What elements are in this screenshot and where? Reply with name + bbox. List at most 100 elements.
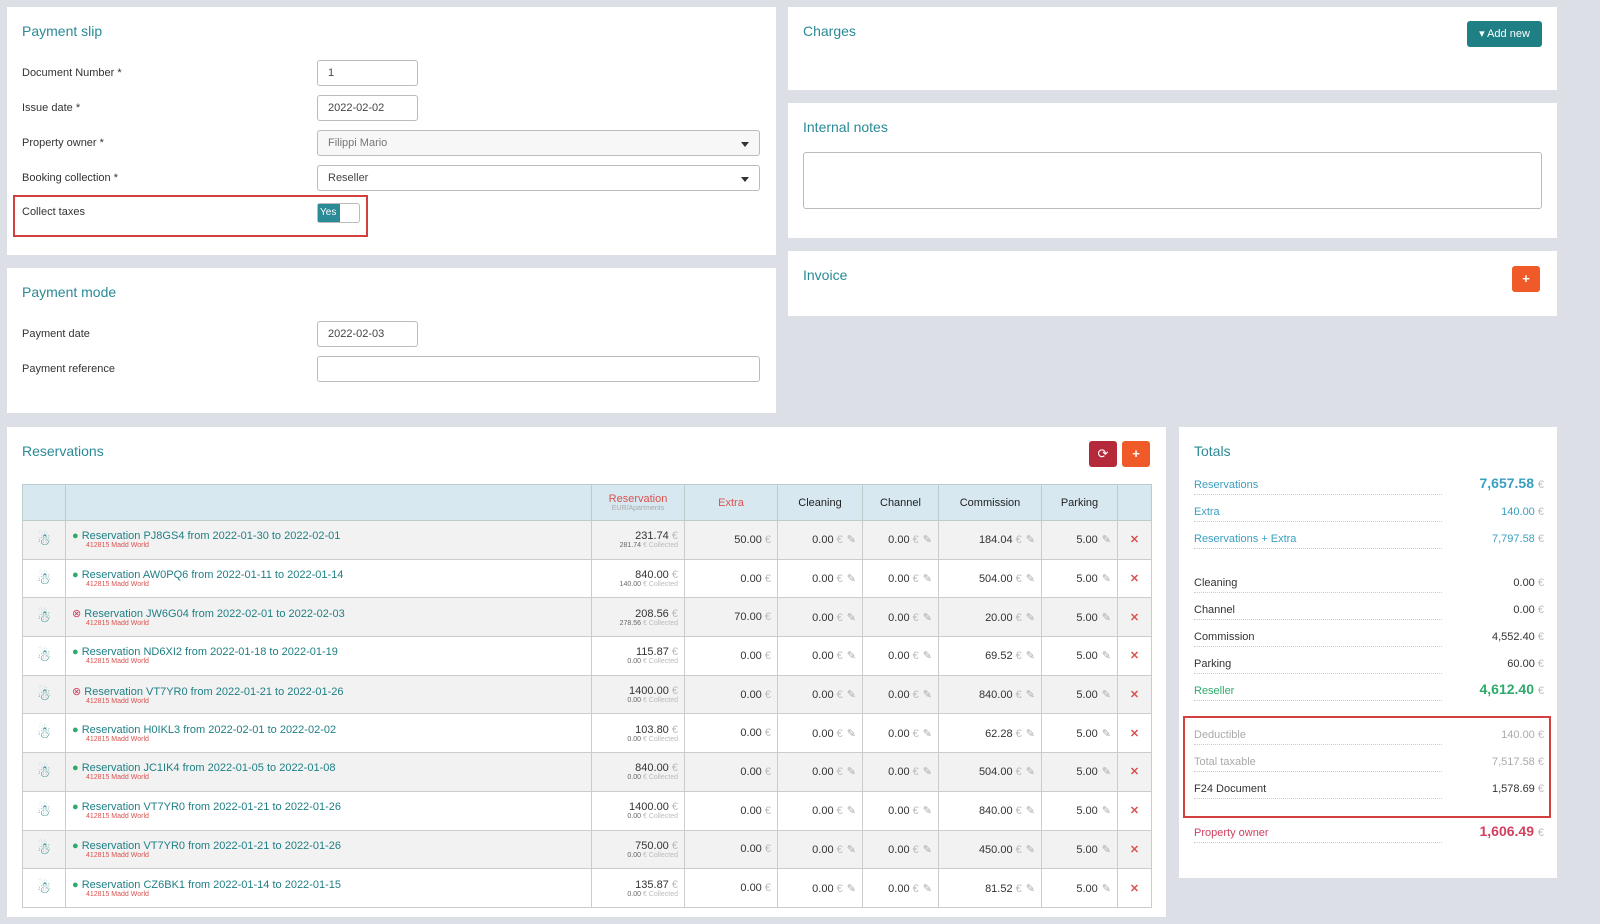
channel-cell[interactable]: 0.00 € ✎ (862, 674, 939, 715)
commission-cell[interactable]: 62.28 € ✎ (938, 713, 1042, 754)
cleaning-cell[interactable]: 0.00 € ✎ (777, 868, 863, 908)
parking-cell[interactable]: 5.00 ✎ (1041, 520, 1118, 560)
cleaning-cell[interactable]: 0.00 € ✎ (777, 597, 863, 638)
commission-cell[interactable]: 450.00 € ✎ (938, 829, 1042, 870)
pencil-icon[interactable]: ✎ (1101, 766, 1111, 779)
reservation-link[interactable]: Reservation VT7YR0 from 2022-01-21 to 20… (81, 801, 341, 814)
parking-cell[interactable]: 5.00 ✎ (1041, 674, 1118, 715)
delete-icon[interactable]: ✕ (1117, 674, 1152, 715)
delete-icon[interactable]: ✕ (1117, 752, 1152, 792)
parking-cell[interactable]: 5.00 ✎ (1041, 713, 1118, 754)
commission-cell[interactable]: 69.52 € ✎ (938, 636, 1042, 676)
pencil-icon[interactable]: ✎ (1025, 727, 1035, 740)
pencil-icon[interactable]: ✎ (922, 534, 932, 547)
parking-cell[interactable]: 5.00 ✎ (1041, 558, 1118, 599)
reservation-link[interactable]: Reservation PJ8GS4 from 2022-01-30 to 20… (81, 530, 341, 543)
delete-icon[interactable]: ✕ (1117, 520, 1152, 560)
channel-cell[interactable]: 0.00 € ✎ (862, 558, 939, 599)
pencil-icon[interactable]: ✎ (922, 805, 932, 818)
delete-icon[interactable]: ✕ (1117, 868, 1152, 908)
delete-icon[interactable]: ✕ (1117, 558, 1152, 599)
channel-cell[interactable]: 0.00 € ✎ (862, 829, 939, 870)
pencil-icon[interactable]: ✎ (1101, 611, 1111, 624)
pencil-icon[interactable]: ✎ (1025, 534, 1035, 547)
issue-date-input[interactable]: 2022-02-02 (317, 95, 418, 121)
delete-icon[interactable]: ✕ (1117, 790, 1152, 831)
pencil-icon[interactable]: ✎ (846, 573, 856, 586)
pencil-icon[interactable]: ✎ (1101, 805, 1111, 818)
reservation-link[interactable]: Reservation VT7YR0 from 2022-01-21 to 20… (84, 685, 344, 698)
cleaning-cell[interactable]: 0.00 € ✎ (777, 790, 863, 831)
pencil-icon[interactable]: ✎ (846, 611, 856, 624)
commission-cell[interactable]: 504.00 € ✎ (938, 752, 1042, 792)
pencil-icon[interactable]: ✎ (922, 843, 932, 856)
parking-cell[interactable]: 5.00 ✎ (1041, 868, 1118, 908)
channel-cell[interactable]: 0.00 € ✎ (862, 636, 939, 676)
reservation-link[interactable]: Reservation JC1IK4 from 2022-01-05 to 20… (81, 762, 336, 775)
table-row[interactable]: ☃ ● Reservation CZ6BK1 from 2022-01-14 t… (22, 868, 1152, 908)
parking-cell[interactable]: 5.00 ✎ (1041, 752, 1118, 792)
pencil-icon[interactable]: ✎ (846, 650, 856, 663)
property-owner-select[interactable]: Filippi Mario (317, 130, 760, 156)
pencil-icon[interactable]: ✎ (1025, 805, 1035, 818)
cleaning-cell[interactable]: 0.00 € ✎ (777, 558, 863, 599)
payment-date-input[interactable]: 2022-02-03 (317, 321, 418, 347)
pencil-icon[interactable]: ✎ (846, 727, 856, 740)
reservation-link[interactable]: Reservation AW0PQ6 from 2022-01-11 to 20… (81, 569, 344, 582)
commission-cell[interactable]: 20.00 € ✎ (938, 597, 1042, 638)
parking-cell[interactable]: 5.00 ✎ (1041, 790, 1118, 831)
pencil-icon[interactable]: ✎ (846, 805, 856, 818)
pencil-icon[interactable]: ✎ (922, 573, 932, 586)
pencil-icon[interactable]: ✎ (922, 882, 932, 895)
add-new-button[interactable]: ▾ Add new (1467, 21, 1542, 47)
payment-reference-input[interactable] (317, 356, 760, 382)
cleaning-cell[interactable]: 0.00 € ✎ (777, 674, 863, 715)
add-invoice-button[interactable]: + (1512, 266, 1540, 292)
delete-icon[interactable]: ✕ (1117, 636, 1152, 676)
commission-cell[interactable]: 840.00 € ✎ (938, 674, 1042, 715)
delete-icon[interactable]: ✕ (1117, 829, 1152, 870)
reservation-link[interactable]: Reservation VT7YR0 from 2022-01-21 to 20… (81, 839, 341, 852)
pencil-icon[interactable]: ✎ (922, 689, 932, 702)
reservation-desc[interactable]: ⊗ Reservation JW6G04 from 2022-02-01 to … (65, 597, 592, 638)
commission-cell[interactable]: 184.04 € ✎ (938, 520, 1042, 560)
cleaning-cell[interactable]: 0.00 € ✎ (777, 636, 863, 676)
parking-cell[interactable]: 5.00 ✎ (1041, 829, 1118, 870)
pencil-icon[interactable]: ✎ (1025, 573, 1035, 586)
pencil-icon[interactable]: ✎ (922, 650, 932, 663)
table-row[interactable]: ☃ ⊗ Reservation VT7YR0 from 2022-01-21 t… (22, 674, 1152, 715)
table-row[interactable]: ☃ ● Reservation H0IKL3 from 2022-02-01 t… (22, 713, 1152, 754)
table-row[interactable]: ☃ ⊗ Reservation JW6G04 from 2022-02-01 t… (22, 597, 1152, 638)
add-reservation-button[interactable]: + (1122, 441, 1150, 467)
pencil-icon[interactable]: ✎ (846, 843, 856, 856)
cleaning-cell[interactable]: 0.00 € ✎ (777, 829, 863, 870)
pencil-icon[interactable]: ✎ (1025, 650, 1035, 663)
booking-collection-select[interactable]: Reseller (317, 165, 760, 191)
pencil-icon[interactable]: ✎ (1101, 882, 1111, 895)
pencil-icon[interactable]: ✎ (1101, 843, 1111, 856)
commission-cell[interactable]: 81.52 € ✎ (938, 868, 1042, 908)
pencil-icon[interactable]: ✎ (1025, 882, 1035, 895)
internal-notes-textarea[interactable] (803, 152, 1542, 209)
collect-taxes-toggle[interactable]: Yes (317, 203, 360, 223)
pencil-icon[interactable]: ✎ (1025, 843, 1035, 856)
parking-cell[interactable]: 5.00 ✎ (1041, 636, 1118, 676)
commission-cell[interactable]: 504.00 € ✎ (938, 558, 1042, 599)
pencil-icon[interactable]: ✎ (846, 689, 856, 702)
reservation-desc[interactable]: ● Reservation PJ8GS4 from 2022-01-30 to … (65, 520, 592, 560)
delete-icon[interactable]: ✕ (1117, 597, 1152, 638)
reservation-desc[interactable]: ● Reservation JC1IK4 from 2022-01-05 to … (65, 752, 592, 792)
pencil-icon[interactable]: ✎ (922, 611, 932, 624)
cleaning-cell[interactable]: 0.00 € ✎ (777, 713, 863, 754)
reservation-desc[interactable]: ● Reservation CZ6BK1 from 2022-01-14 to … (65, 868, 592, 908)
table-row[interactable]: ☃ ● Reservation VT7YR0 from 2022-01-21 t… (22, 790, 1152, 831)
commission-cell[interactable]: 840.00 € ✎ (938, 790, 1042, 831)
table-row[interactable]: ☃ ● Reservation JC1IK4 from 2022-01-05 t… (22, 752, 1152, 792)
pencil-icon[interactable]: ✎ (1025, 766, 1035, 779)
delete-icon[interactable]: ✕ (1117, 713, 1152, 754)
reservation-desc[interactable]: ● Reservation AW0PQ6 from 2022-01-11 to … (65, 558, 592, 599)
pencil-icon[interactable]: ✎ (1101, 689, 1111, 702)
channel-cell[interactable]: 0.00 € ✎ (862, 520, 939, 560)
channel-cell[interactable]: 0.00 € ✎ (862, 752, 939, 792)
pencil-icon[interactable]: ✎ (922, 766, 932, 779)
